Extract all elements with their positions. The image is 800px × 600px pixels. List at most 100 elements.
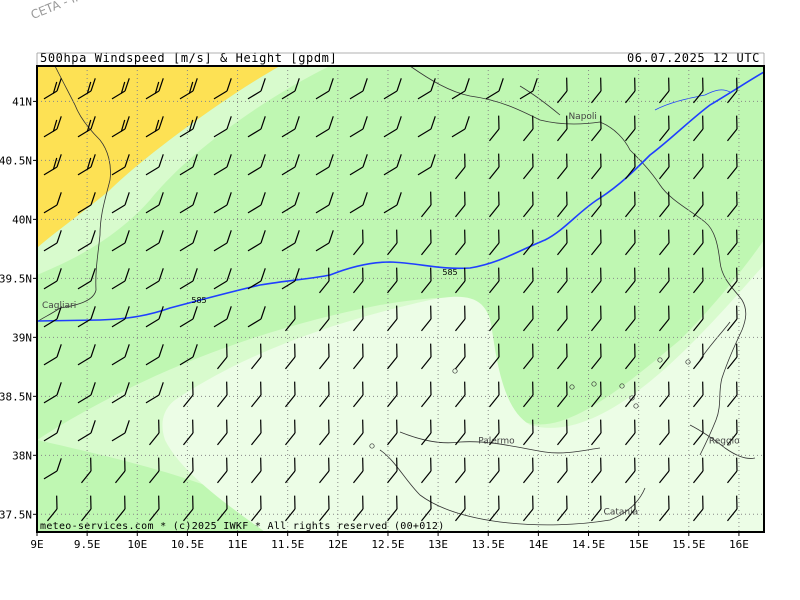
wind-barb (148, 419, 160, 446)
wind-barb (114, 457, 126, 484)
wind-barb (692, 419, 704, 446)
wind-barb (420, 267, 432, 294)
x-tick-label: 15.5E (672, 538, 705, 551)
wind-barb (454, 381, 466, 408)
island-6 (657, 357, 663, 363)
wind-barb (692, 495, 704, 522)
band-moderate (37, 66, 330, 275)
x-tick-label: 11E (228, 538, 248, 551)
wind-barb (556, 153, 568, 180)
wind-barb (77, 420, 96, 442)
wind-barb (80, 495, 92, 522)
wind-barb (281, 116, 300, 138)
y-tick-label: 40.5N (0, 154, 32, 167)
wind-barb (420, 457, 432, 484)
wind-barb (281, 268, 300, 290)
wind-barb (624, 191, 636, 218)
wind-barb (451, 78, 470, 100)
wind-barb (43, 306, 62, 328)
wind-barb (145, 382, 164, 404)
city-napoli: Napoli (568, 112, 596, 122)
wind-barb (658, 229, 670, 256)
city-labels: Napoli Cagliari Palermo Catania Reggio (42, 112, 740, 517)
wind-barb (420, 495, 432, 522)
x-tick-label: 10E (127, 538, 147, 551)
wind-barb (77, 116, 96, 138)
wind-barb (386, 419, 398, 446)
wind-barb (318, 457, 330, 484)
wind-barb (250, 419, 262, 446)
wind-barb (281, 78, 300, 100)
wind-barb (281, 192, 300, 214)
wind-barb (179, 230, 198, 252)
wind-barb (624, 229, 636, 256)
wind-barb (213, 154, 232, 176)
wind-barb (522, 229, 534, 256)
x-tick-label: 14E (528, 538, 548, 551)
wind-barb (179, 154, 198, 176)
wind-barb (420, 305, 432, 332)
wind-barb (111, 154, 130, 176)
wind-barb (352, 305, 364, 332)
wind-barb (284, 305, 296, 332)
wind-barb (315, 78, 334, 100)
wind-barb (383, 78, 402, 100)
wind-barb (590, 153, 602, 180)
wind-barb (624, 343, 636, 370)
wind-barb (43, 344, 62, 366)
wind-barb (692, 77, 704, 104)
wind-barb (556, 495, 568, 522)
wind-barb (216, 419, 228, 446)
wind-barb (692, 381, 704, 408)
wind-barb (726, 153, 738, 180)
wind-barb (216, 381, 228, 408)
wind-barb (247, 230, 266, 252)
wind-barb (352, 343, 364, 370)
wind-barb (488, 191, 500, 218)
wind-barb (420, 229, 432, 256)
wind-barb (43, 230, 62, 252)
wind-barb (420, 343, 432, 370)
wind-barb (281, 230, 300, 252)
wind-barb (145, 230, 164, 252)
wind-barb (590, 191, 602, 218)
wind-barb (488, 153, 500, 180)
wind-barb (318, 495, 330, 522)
wind-barb (624, 419, 636, 446)
wind-barb (247, 192, 266, 214)
wind-barb (556, 457, 568, 484)
wind-barb (658, 267, 670, 294)
wind-barb (318, 381, 330, 408)
wind-barb (77, 306, 96, 328)
wind-barb (247, 78, 266, 100)
wind-barb (352, 495, 364, 522)
wind-barb (726, 115, 738, 142)
wind-barb (77, 154, 96, 176)
wind-barb (281, 154, 300, 176)
island-0 (452, 368, 458, 374)
wind-barb (485, 78, 504, 100)
wind-barb (522, 381, 534, 408)
wind-barb (145, 78, 164, 100)
wind-barb (590, 495, 602, 522)
wind-barb (624, 267, 636, 294)
wind-barb (352, 229, 364, 256)
valid-time: 06.07.2025 12 UTC (626, 51, 760, 65)
wind-barb (216, 457, 228, 484)
wind-barb (556, 77, 568, 104)
island-1 (569, 384, 575, 390)
wind-barb (726, 305, 738, 332)
wind-barb (692, 457, 704, 484)
wind-barb (213, 78, 232, 100)
wind-barb (315, 154, 334, 176)
x-tick-label: 15E (629, 538, 649, 551)
wind-barb (454, 229, 466, 256)
wind-barb (284, 495, 296, 522)
wind-barb (726, 77, 738, 104)
wind-barb (454, 419, 466, 446)
wind-barb (318, 343, 330, 370)
wind-barb (43, 116, 62, 138)
wind-barb (519, 78, 538, 100)
copyright-text: meteo-services.com * (c)2025 IWKF * All … (40, 521, 445, 532)
wind-barb (111, 420, 130, 442)
